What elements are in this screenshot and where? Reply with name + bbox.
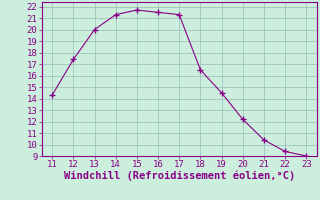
X-axis label: Windchill (Refroidissement éolien,°C): Windchill (Refroidissement éolien,°C) (64, 171, 295, 181)
